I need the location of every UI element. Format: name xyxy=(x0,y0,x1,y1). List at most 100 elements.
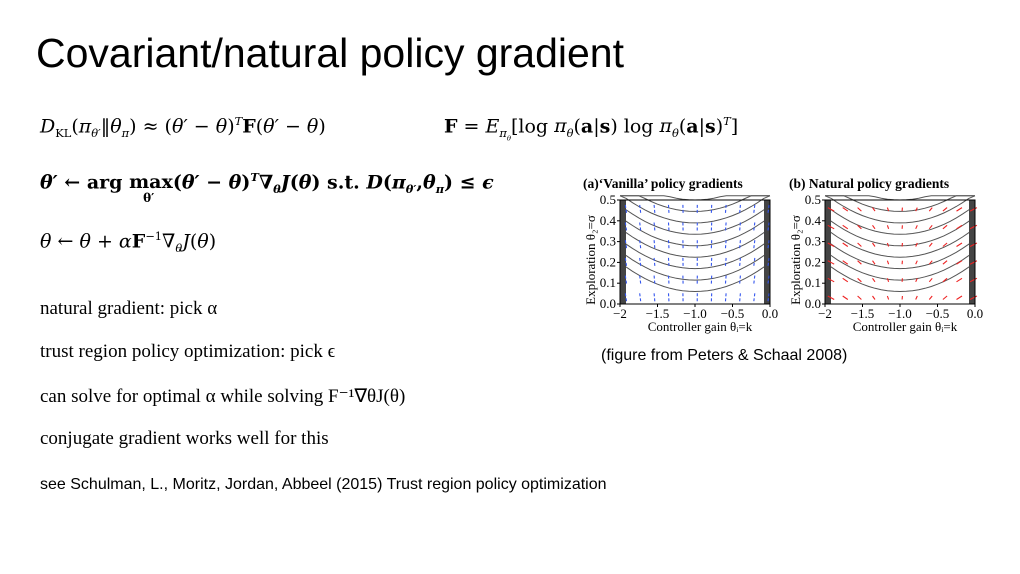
gradient-arrow xyxy=(753,257,756,267)
gradient-arrow xyxy=(724,204,727,214)
contour-line xyxy=(619,227,771,258)
gradient-arrow xyxy=(639,240,642,250)
gradient-arrow xyxy=(653,240,656,250)
gradient-arrow xyxy=(624,293,628,303)
gradient-arrow xyxy=(639,257,642,267)
x-axis-label: Controller gain θᵢ=k xyxy=(853,319,958,334)
gradient-arrow xyxy=(753,275,756,285)
gradient-arrow xyxy=(872,295,876,300)
gradient-arrow xyxy=(886,295,890,300)
kl-divergence-equation: DKL(πθ′‖θπ) ≈ (θ′ − θ)TF(θ′ − θ) xyxy=(40,114,326,141)
gradient-arrow xyxy=(739,275,741,285)
gradient-arrow xyxy=(872,277,876,283)
panel-a-title: (a)‘Vanilla’ policy gradients xyxy=(583,176,743,191)
bullet-trpo: trust region policy optimization: pick ϵ xyxy=(40,341,336,362)
gradient-arrow xyxy=(667,204,670,214)
gradient-arrow xyxy=(827,295,835,300)
x-tick-label: −1.5 xyxy=(646,306,670,321)
gradient-arrow xyxy=(915,278,918,283)
gradient-arrow xyxy=(857,242,862,247)
gradient-arrow xyxy=(842,207,849,212)
gradient-arrow xyxy=(653,204,656,214)
y-tick-label: 0.2 xyxy=(805,254,821,269)
gradient-arrow xyxy=(724,240,727,250)
x-tick-label: 0.0 xyxy=(762,306,778,321)
gradient-arrow xyxy=(969,224,978,230)
contour-line xyxy=(824,239,976,270)
gradient-arrow xyxy=(928,260,933,265)
gradient-arrow xyxy=(667,222,670,232)
gradient-arrow xyxy=(653,275,656,285)
gradient-arrow xyxy=(667,257,670,267)
y-tick-label: 0.0 xyxy=(805,296,821,311)
gradient-arrow xyxy=(624,204,628,214)
y-tick-label: 0.4 xyxy=(805,213,822,228)
gradient-arrow xyxy=(928,295,933,300)
gradient-arrow xyxy=(942,242,948,247)
x-tick-label: −1.0 xyxy=(888,306,912,321)
y-tick-label: 0.0 xyxy=(600,296,616,311)
gradient-arrow xyxy=(872,242,876,247)
gradient-arrow xyxy=(969,207,978,212)
contour-edge-left xyxy=(825,200,831,304)
contour-edge-left xyxy=(620,200,626,304)
contour-edge-right xyxy=(969,200,975,304)
gradient-arrow xyxy=(842,242,849,247)
contour-line xyxy=(619,250,771,281)
gradient-arrow xyxy=(827,277,835,283)
gradient-arrow xyxy=(724,257,727,267)
y-tick-label: 0.5 xyxy=(805,192,821,207)
gradient-arrow xyxy=(915,260,918,265)
gradient-arrow xyxy=(969,260,978,265)
panel-b-title: (b) Natural policy gradients xyxy=(789,176,950,191)
gradient-arrow xyxy=(969,242,978,247)
gradient-arrow xyxy=(653,222,656,232)
gradient-arrow xyxy=(928,242,933,247)
gradient-arrow xyxy=(969,295,978,300)
gradient-arrow xyxy=(753,222,756,232)
x-tick-label: −2 xyxy=(818,306,832,321)
gradient-arrow xyxy=(667,240,670,250)
gradient-arrow xyxy=(842,295,849,300)
gradient-arrow xyxy=(956,224,963,230)
gradient-arrow xyxy=(928,277,933,283)
gradient-arrow xyxy=(667,275,670,285)
contour-edge-right xyxy=(764,200,770,304)
gradient-arrow xyxy=(956,242,963,247)
gradient-arrow xyxy=(857,260,862,265)
gradient-arrow xyxy=(886,278,890,282)
gradient-arrow xyxy=(956,260,963,265)
gradient-arrow xyxy=(969,277,978,283)
gradient-arrow xyxy=(872,207,876,212)
y-tick-label: 0.5 xyxy=(600,192,616,207)
gradient-arrow xyxy=(942,260,948,265)
contour-line xyxy=(824,195,976,224)
contour-line xyxy=(824,216,976,247)
reference-text: see Schulman, L., Moritz, Jordan, Abbeel… xyxy=(40,476,607,493)
figure-caption: (figure from Peters & Schaal 2008) xyxy=(601,347,848,364)
slide-title: Covariant/natural policy gradient xyxy=(36,30,624,76)
gradient-arrow xyxy=(653,293,656,303)
y-axis-label: Exploration θ₂=σ xyxy=(583,215,598,305)
y-tick-label: 0.3 xyxy=(600,234,616,249)
gradient-arrow xyxy=(842,260,849,265)
gradient-arrow xyxy=(739,257,741,267)
x-tick-label: −2 xyxy=(613,306,627,321)
plot-frame xyxy=(619,199,771,305)
x-axis-label: Controller gain θᵢ=k xyxy=(648,319,753,334)
plot-frame xyxy=(824,199,976,305)
gradient-arrow xyxy=(942,277,948,283)
gradient-arrow xyxy=(639,222,642,232)
gradient-arrow xyxy=(624,240,628,250)
contour-line xyxy=(824,261,976,293)
gradient-arrow xyxy=(767,293,770,303)
fisher-matrix-equation: F = Eπθ[log πθ(a|s) log πθ(a|s)T] xyxy=(444,114,739,143)
y-axis-label: Exploration θ₂=σ xyxy=(788,215,803,305)
gradient-arrow xyxy=(767,275,770,285)
contour-line xyxy=(824,204,976,235)
gradient-arrow xyxy=(886,260,890,265)
gradient-arrow xyxy=(739,222,741,232)
update-equation: θ ← θ + αF−1∇θJ(θ) xyxy=(40,229,217,256)
gradient-arrow xyxy=(827,242,835,247)
contour-line xyxy=(619,216,771,247)
